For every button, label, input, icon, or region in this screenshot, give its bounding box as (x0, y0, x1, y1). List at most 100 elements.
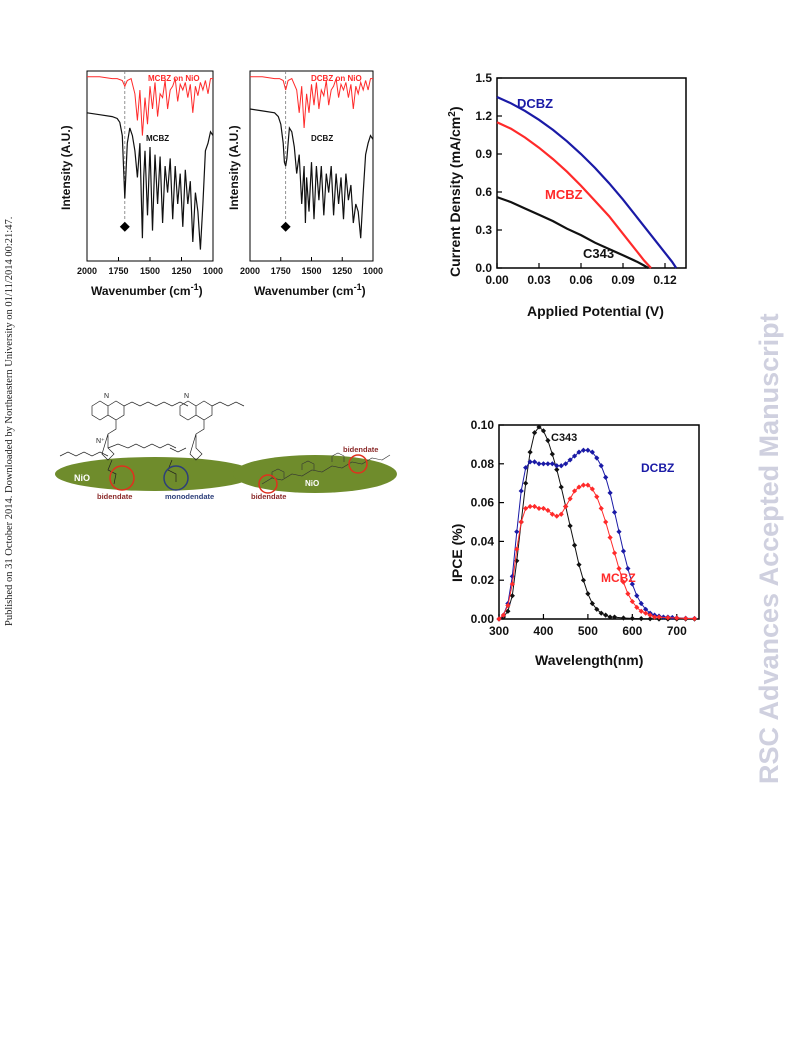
ytick-label: 0.02 (471, 573, 495, 587)
jv-panel: 0.00 0.03 0.06 0.09 0.12 0.0 0.3 0.6 0.9 1.2 1.5 D… (447, 71, 687, 319)
data-point-dcbz (585, 447, 591, 453)
xtick-label: 500 (578, 624, 598, 638)
data-point-mcbz (611, 550, 618, 556)
nio-substrate-left (55, 457, 255, 491)
monodentate-circle (163, 465, 189, 491)
data-point-c343 (540, 428, 547, 434)
series-line-dcbz (496, 95, 678, 269)
ftir-dcbz-diamond-marker (280, 221, 291, 232)
data-point-dcbz (589, 449, 595, 455)
nio-label-right: NiO (305, 479, 319, 488)
xtick-label: 1750 (108, 266, 128, 276)
data-point-dcbz (536, 461, 542, 467)
ytick-label: 0.04 (471, 534, 495, 548)
data-point-mcbz (634, 604, 640, 610)
jv-series (496, 95, 678, 269)
ytick-label: 0.6 (475, 185, 492, 199)
data-point-mcbz (500, 612, 507, 618)
bidentate-label-right-b: bidendate (343, 445, 378, 454)
data-point-c343 (629, 615, 635, 622)
data-point-mcbz (567, 496, 573, 502)
data-point-dcbz (629, 581, 635, 587)
ftir-dcbz-xlabel: Wavenumber (cm-1) (254, 282, 366, 298)
data-point-dcbz (531, 459, 538, 465)
data-point-dcbz (638, 600, 644, 607)
ftir-dcbz-label: DCBZ (311, 134, 333, 143)
data-point-c343 (505, 608, 511, 614)
data-point-dcbz (571, 453, 578, 459)
ftir-mcbz-on-nio-line (87, 76, 213, 136)
xtick-label: 1000 (363, 266, 383, 276)
data-point-dcbz (643, 606, 649, 612)
ftir-dcbz-on-nio-label: DCBZ on NiO (311, 74, 362, 83)
data-point-c343 (589, 600, 595, 607)
data-point-dcbz (603, 474, 609, 480)
ipce-frame (498, 424, 700, 620)
xtick-label: 0.03 (527, 273, 551, 287)
data-point-dcbz (545, 461, 551, 467)
ytick-label: 0.0 (475, 261, 492, 275)
data-point-dcbz (518, 488, 524, 494)
data-point-mcbz (691, 616, 698, 622)
data-point-dcbz (549, 461, 555, 467)
ipce-series (496, 424, 698, 622)
ftir-mcbz-diamond-marker (119, 221, 130, 232)
nitrogen-plus-label: N⁺ (96, 438, 105, 445)
data-point-mcbz (549, 511, 555, 517)
data-point-c343 (545, 437, 551, 444)
data-point-c343 (647, 616, 653, 622)
carbazole-n-label-right: N (184, 393, 189, 400)
data-point-mcbz (585, 482, 591, 488)
ftir-dcbz-on-nio-line (250, 76, 373, 129)
ytick-label: 0.06 (471, 496, 495, 510)
bidentate-label-left: bidendate (97, 492, 132, 501)
jv-dcbz-label: DCBZ (517, 96, 553, 111)
data-point-c343 (527, 449, 533, 455)
data-point-c343 (531, 430, 538, 436)
ytick-label: 0.00 (471, 612, 495, 626)
data-point-c343 (598, 610, 604, 616)
monodentate-label: monodendate (165, 492, 214, 501)
data-point-mcbz (536, 505, 542, 512)
data-point-c343 (549, 451, 555, 457)
series-line-mcbz (498, 484, 695, 620)
jv-mcbz-label: MCBZ (545, 187, 583, 202)
data-point-c343 (638, 616, 644, 622)
data-point-mcbz (531, 503, 538, 510)
data-point-dcbz (616, 529, 622, 535)
data-point-mcbz (554, 513, 560, 519)
data-point-c343 (554, 467, 560, 473)
data-point-c343 (603, 612, 609, 618)
ftir-mcbz-line (86, 112, 214, 250)
data-point-mcbz (598, 505, 604, 512)
data-point-c343 (558, 484, 564, 490)
jv-ticks: 0.00 0.03 0.06 0.09 0.12 0.0 0.3 0.6 0.9 1.2 1.5 (475, 71, 677, 287)
data-point-mcbz (558, 511, 564, 517)
data-point-mcbz (683, 615, 689, 622)
ytick-label: 1.5 (475, 71, 492, 85)
ftir-dcbz-panel: DCBZ on NiO DCBZ 2000 1750 1500 1250 1000 Wa… (227, 70, 383, 298)
journal-watermark-text: RSC Advances Accepted Manuscript (754, 313, 784, 784)
xtick-label: 1000 (203, 266, 223, 276)
data-point-c343 (607, 614, 613, 620)
data-point-mcbz (647, 612, 653, 618)
series-line-mcbz (496, 121, 652, 269)
data-point-dcbz (580, 447, 587, 453)
data-point-dcbz (567, 457, 573, 463)
data-point-mcbz (674, 615, 680, 621)
data-point-c343 (576, 562, 582, 568)
data-point-mcbz (603, 519, 609, 525)
ftir-dcbz-ylabel: Intensity (A.U.) (227, 125, 241, 210)
data-point-mcbz (527, 503, 533, 510)
ipce-dcbz-label: DCBZ (641, 461, 674, 475)
adsorption-scheme: NiO N⁺ N N bidendate monodendate NiO bid… (55, 393, 397, 501)
ftir-mcbz-xlabel: Wavenumber (cm-1) (91, 282, 203, 298)
xtick-label: 1250 (171, 266, 191, 276)
data-point-c343 (509, 593, 515, 599)
data-point-mcbz (638, 608, 644, 614)
data-point-mcbz (576, 484, 582, 490)
nio-substrate-right (233, 455, 397, 493)
jv-ylabel: Current Density (mA/cm2) (447, 107, 463, 278)
data-point-mcbz (518, 519, 524, 525)
